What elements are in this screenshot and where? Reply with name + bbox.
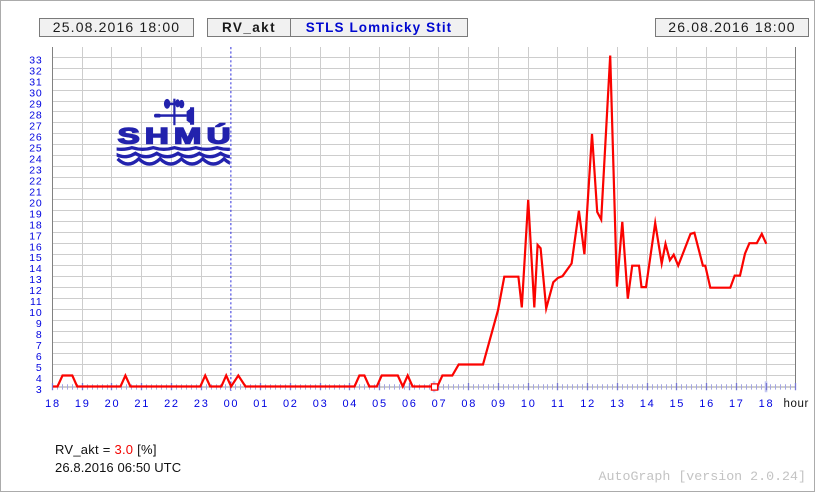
svg-text:28: 28 bbox=[29, 110, 42, 122]
svg-text:22: 22 bbox=[29, 175, 42, 187]
svg-text:hour: hour bbox=[784, 398, 809, 410]
svg-text:21: 21 bbox=[134, 398, 150, 410]
svg-text:25: 25 bbox=[29, 142, 42, 154]
svg-text:03: 03 bbox=[313, 398, 329, 410]
svg-text:04: 04 bbox=[342, 398, 358, 410]
svg-text:21: 21 bbox=[29, 186, 42, 198]
svg-text:07: 07 bbox=[432, 398, 448, 410]
svg-text:10: 10 bbox=[521, 398, 537, 410]
svg-text:31: 31 bbox=[29, 77, 42, 89]
svg-text:05: 05 bbox=[372, 398, 388, 410]
svg-text:8: 8 bbox=[36, 329, 43, 341]
svg-text:22: 22 bbox=[164, 398, 180, 410]
svg-text:02: 02 bbox=[283, 398, 299, 410]
svg-text:33: 33 bbox=[29, 55, 42, 67]
svg-text:32: 32 bbox=[29, 66, 42, 78]
svg-text:20: 20 bbox=[29, 197, 42, 209]
svg-text:30: 30 bbox=[29, 88, 42, 100]
svg-text:20: 20 bbox=[105, 398, 121, 410]
svg-text:15: 15 bbox=[29, 252, 42, 264]
svg-text:16: 16 bbox=[29, 241, 42, 253]
svg-text:16: 16 bbox=[699, 398, 715, 410]
svg-text:11: 11 bbox=[551, 398, 566, 410]
svg-text:12: 12 bbox=[580, 398, 596, 410]
svg-text:19: 19 bbox=[29, 208, 42, 220]
svg-text:27: 27 bbox=[29, 121, 42, 133]
svg-text:4: 4 bbox=[36, 373, 43, 385]
svg-text:09: 09 bbox=[491, 398, 507, 410]
svg-text:18: 18 bbox=[45, 398, 61, 410]
svg-text:17: 17 bbox=[29, 230, 42, 242]
svg-text:12: 12 bbox=[29, 285, 42, 297]
svg-text:13: 13 bbox=[610, 398, 626, 410]
svg-text:5: 5 bbox=[36, 362, 43, 374]
svg-text:18: 18 bbox=[759, 398, 775, 410]
svg-text:6: 6 bbox=[36, 351, 43, 363]
svg-text:9: 9 bbox=[36, 318, 43, 330]
svg-text:00: 00 bbox=[224, 398, 240, 410]
svg-text:14: 14 bbox=[29, 263, 42, 275]
svg-text:15: 15 bbox=[669, 398, 685, 410]
svg-text:10: 10 bbox=[29, 307, 42, 319]
svg-text:7: 7 bbox=[36, 340, 43, 352]
svg-text:06: 06 bbox=[402, 398, 418, 410]
svg-text:17: 17 bbox=[729, 398, 745, 410]
svg-text:18: 18 bbox=[29, 219, 42, 231]
svg-text:13: 13 bbox=[29, 274, 42, 286]
svg-text:24: 24 bbox=[29, 153, 42, 165]
svg-text:19: 19 bbox=[75, 398, 91, 410]
svg-text:29: 29 bbox=[29, 99, 42, 111]
svg-text:23: 23 bbox=[194, 398, 210, 410]
svg-text:11: 11 bbox=[30, 296, 43, 308]
svg-text:08: 08 bbox=[461, 398, 477, 410]
svg-text:23: 23 bbox=[29, 164, 42, 176]
svg-text:01: 01 bbox=[253, 398, 269, 410]
svg-text:14: 14 bbox=[640, 398, 656, 410]
svg-text:26: 26 bbox=[29, 132, 42, 144]
svg-text:3: 3 bbox=[36, 384, 43, 396]
svg-text:SHMÚ: SHMÚ bbox=[118, 124, 236, 148]
